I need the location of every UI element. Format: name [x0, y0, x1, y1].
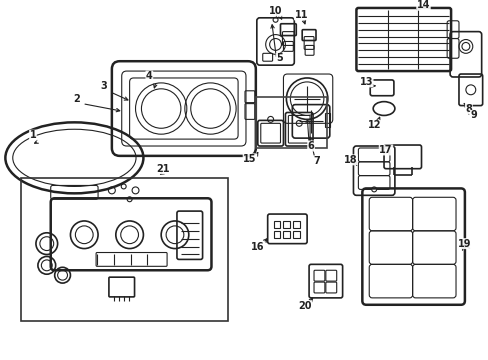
- Bar: [293, 221, 300, 228]
- Bar: [324, 113, 329, 127]
- Text: 17: 17: [379, 145, 392, 155]
- Text: 7: 7: [313, 156, 320, 166]
- Text: 14: 14: [416, 0, 429, 10]
- Text: 19: 19: [457, 239, 471, 249]
- Text: 16: 16: [250, 242, 264, 252]
- Text: 13: 13: [359, 77, 372, 87]
- Bar: [273, 221, 280, 228]
- Bar: [273, 231, 280, 238]
- Text: 3: 3: [101, 81, 107, 91]
- Text: 20: 20: [298, 301, 311, 311]
- Text: 21: 21: [156, 164, 169, 174]
- Text: 11: 11: [294, 10, 307, 20]
- Text: 5: 5: [276, 53, 282, 63]
- Bar: [283, 231, 290, 238]
- Text: 8: 8: [465, 104, 471, 113]
- Text: 2: 2: [73, 94, 80, 104]
- Text: 6: 6: [307, 141, 314, 151]
- Text: 10: 10: [268, 6, 282, 16]
- Ellipse shape: [371, 187, 376, 192]
- Bar: [283, 221, 290, 228]
- Bar: [255, 97, 326, 148]
- Text: 4: 4: [145, 71, 152, 81]
- Bar: [293, 231, 300, 238]
- Bar: [21, 177, 228, 320]
- Text: 12: 12: [367, 120, 381, 130]
- Text: 18: 18: [343, 155, 357, 165]
- Text: 15: 15: [243, 154, 256, 164]
- Text: 1: 1: [30, 130, 36, 140]
- Text: 9: 9: [469, 111, 476, 121]
